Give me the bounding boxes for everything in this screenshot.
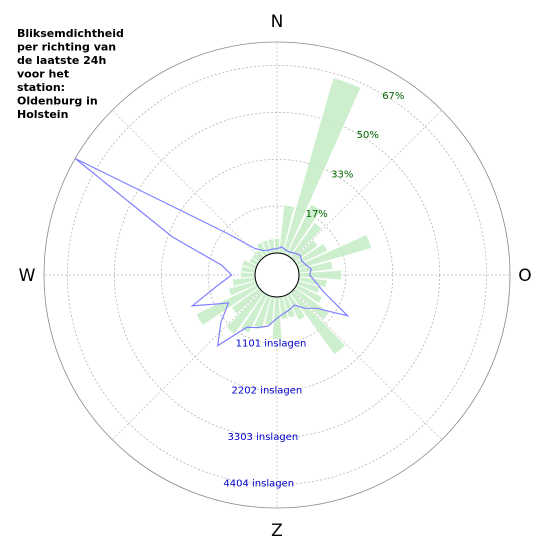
wedge (279, 296, 288, 320)
wedge (254, 295, 271, 329)
count-line (75, 158, 350, 347)
direction-label: Z (271, 521, 283, 541)
wedge (240, 272, 256, 278)
wedge (286, 293, 306, 321)
wedge (292, 240, 318, 263)
spoke (111, 109, 262, 260)
wedge (298, 270, 342, 280)
spoke (111, 290, 262, 441)
wedge (283, 78, 361, 255)
wedge (297, 235, 372, 269)
outer-circle (43, 41, 511, 509)
wedge (297, 281, 320, 294)
direction-label: W (19, 266, 36, 286)
grid-ring (67, 65, 487, 485)
wedge (231, 287, 262, 314)
title-line: voor het (17, 68, 69, 81)
r2-tick-label: 1101 inslagen (236, 339, 307, 350)
wedge (252, 253, 262, 263)
wedge (262, 240, 271, 255)
title-line: Oldenburg in (17, 95, 98, 108)
wedge (295, 284, 323, 304)
grid-ring (207, 205, 347, 345)
r-tick-label: 33% (331, 170, 353, 181)
r-tick-label: 50% (357, 130, 379, 141)
wedge (295, 243, 328, 266)
r2-tick-label: 4404 inslagen (223, 479, 294, 490)
center-hole (254, 252, 300, 298)
wedge (298, 277, 327, 288)
wedge (286, 204, 321, 257)
wedge (242, 260, 257, 269)
spoke (292, 290, 443, 441)
direction-label: O (518, 266, 531, 286)
wedge (264, 296, 275, 325)
r2-tick-label: 2202 inslagen (232, 385, 303, 396)
wedge (255, 250, 265, 260)
wedge (268, 239, 275, 254)
wedge (274, 238, 280, 254)
wedge (279, 205, 294, 254)
wedge (298, 261, 333, 273)
wedge (283, 295, 296, 318)
r-tick-label: 67% (382, 91, 404, 102)
title-line: de laatste 24h (17, 54, 106, 67)
r2-tick-label: 3303 inslagen (227, 432, 298, 443)
title-line: Holstein (17, 108, 68, 121)
r-tick-label: 17% (306, 209, 328, 220)
direction-label: N (271, 12, 284, 32)
wedge (289, 290, 346, 355)
wedge (232, 277, 256, 286)
title-line: Bliksemdichtheid (17, 27, 124, 40)
wedge (241, 293, 268, 333)
spoke (292, 109, 443, 260)
wedge (226, 290, 265, 334)
wedge (241, 266, 256, 273)
wedge (228, 281, 257, 296)
wedge (289, 223, 322, 260)
title-line: station: (17, 81, 65, 94)
grid-ring (113, 111, 441, 439)
wedge (249, 257, 259, 266)
wedge (292, 287, 329, 320)
title-line: per richting van (17, 41, 116, 54)
grid-ring (160, 158, 394, 392)
